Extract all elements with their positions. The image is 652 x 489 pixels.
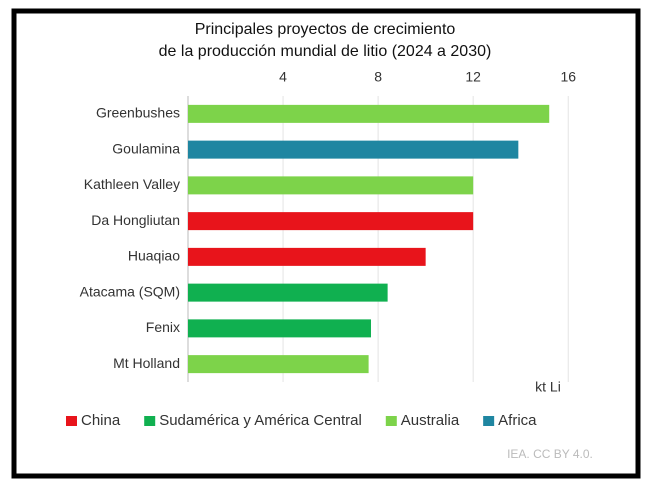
bar xyxy=(188,283,388,302)
y-tick-label: Greenbushes xyxy=(96,105,180,121)
bar xyxy=(188,140,519,159)
legend-label: China xyxy=(81,412,121,429)
x-tick-label: 16 xyxy=(560,69,576,85)
legend-label: Africa xyxy=(498,412,537,429)
source: IEA. CC BY 4.0. xyxy=(507,447,593,461)
bar xyxy=(188,104,550,123)
legend-marker xyxy=(66,416,77,426)
y-tick-label: Kathleen Valley xyxy=(84,176,180,192)
x-tick-label: 12 xyxy=(465,69,481,85)
y-tick-label: Atacama (SQM) xyxy=(80,283,180,299)
bar xyxy=(188,176,474,195)
chart-subtitle: de la producción mundial de litio (2024 … xyxy=(159,43,492,60)
y-tick-label: Da Hongliutan xyxy=(91,212,180,228)
legend-label: Sudamérica y América Central xyxy=(159,412,362,429)
frame xyxy=(11,8,641,479)
chart-title: Principales proyectos de crecimiento xyxy=(195,21,456,38)
legend-label: Australia xyxy=(401,412,460,429)
y-tick-label: Fenix xyxy=(146,319,180,335)
y-tick-label: Goulamina xyxy=(112,140,180,156)
x-tick-label: 8 xyxy=(374,69,382,85)
legend-marker xyxy=(144,416,156,426)
bar xyxy=(188,247,426,266)
y-tick-label: Huaqiao xyxy=(128,248,180,264)
legend-marker xyxy=(385,416,397,426)
bar xyxy=(188,319,371,338)
bar xyxy=(188,355,369,374)
y-tick-label: Mt Holland xyxy=(113,355,180,371)
axis-unit: kt Li xyxy=(535,379,561,395)
x-tick-label: 4 xyxy=(279,69,287,85)
bar xyxy=(188,212,474,231)
legend-marker xyxy=(483,416,495,426)
